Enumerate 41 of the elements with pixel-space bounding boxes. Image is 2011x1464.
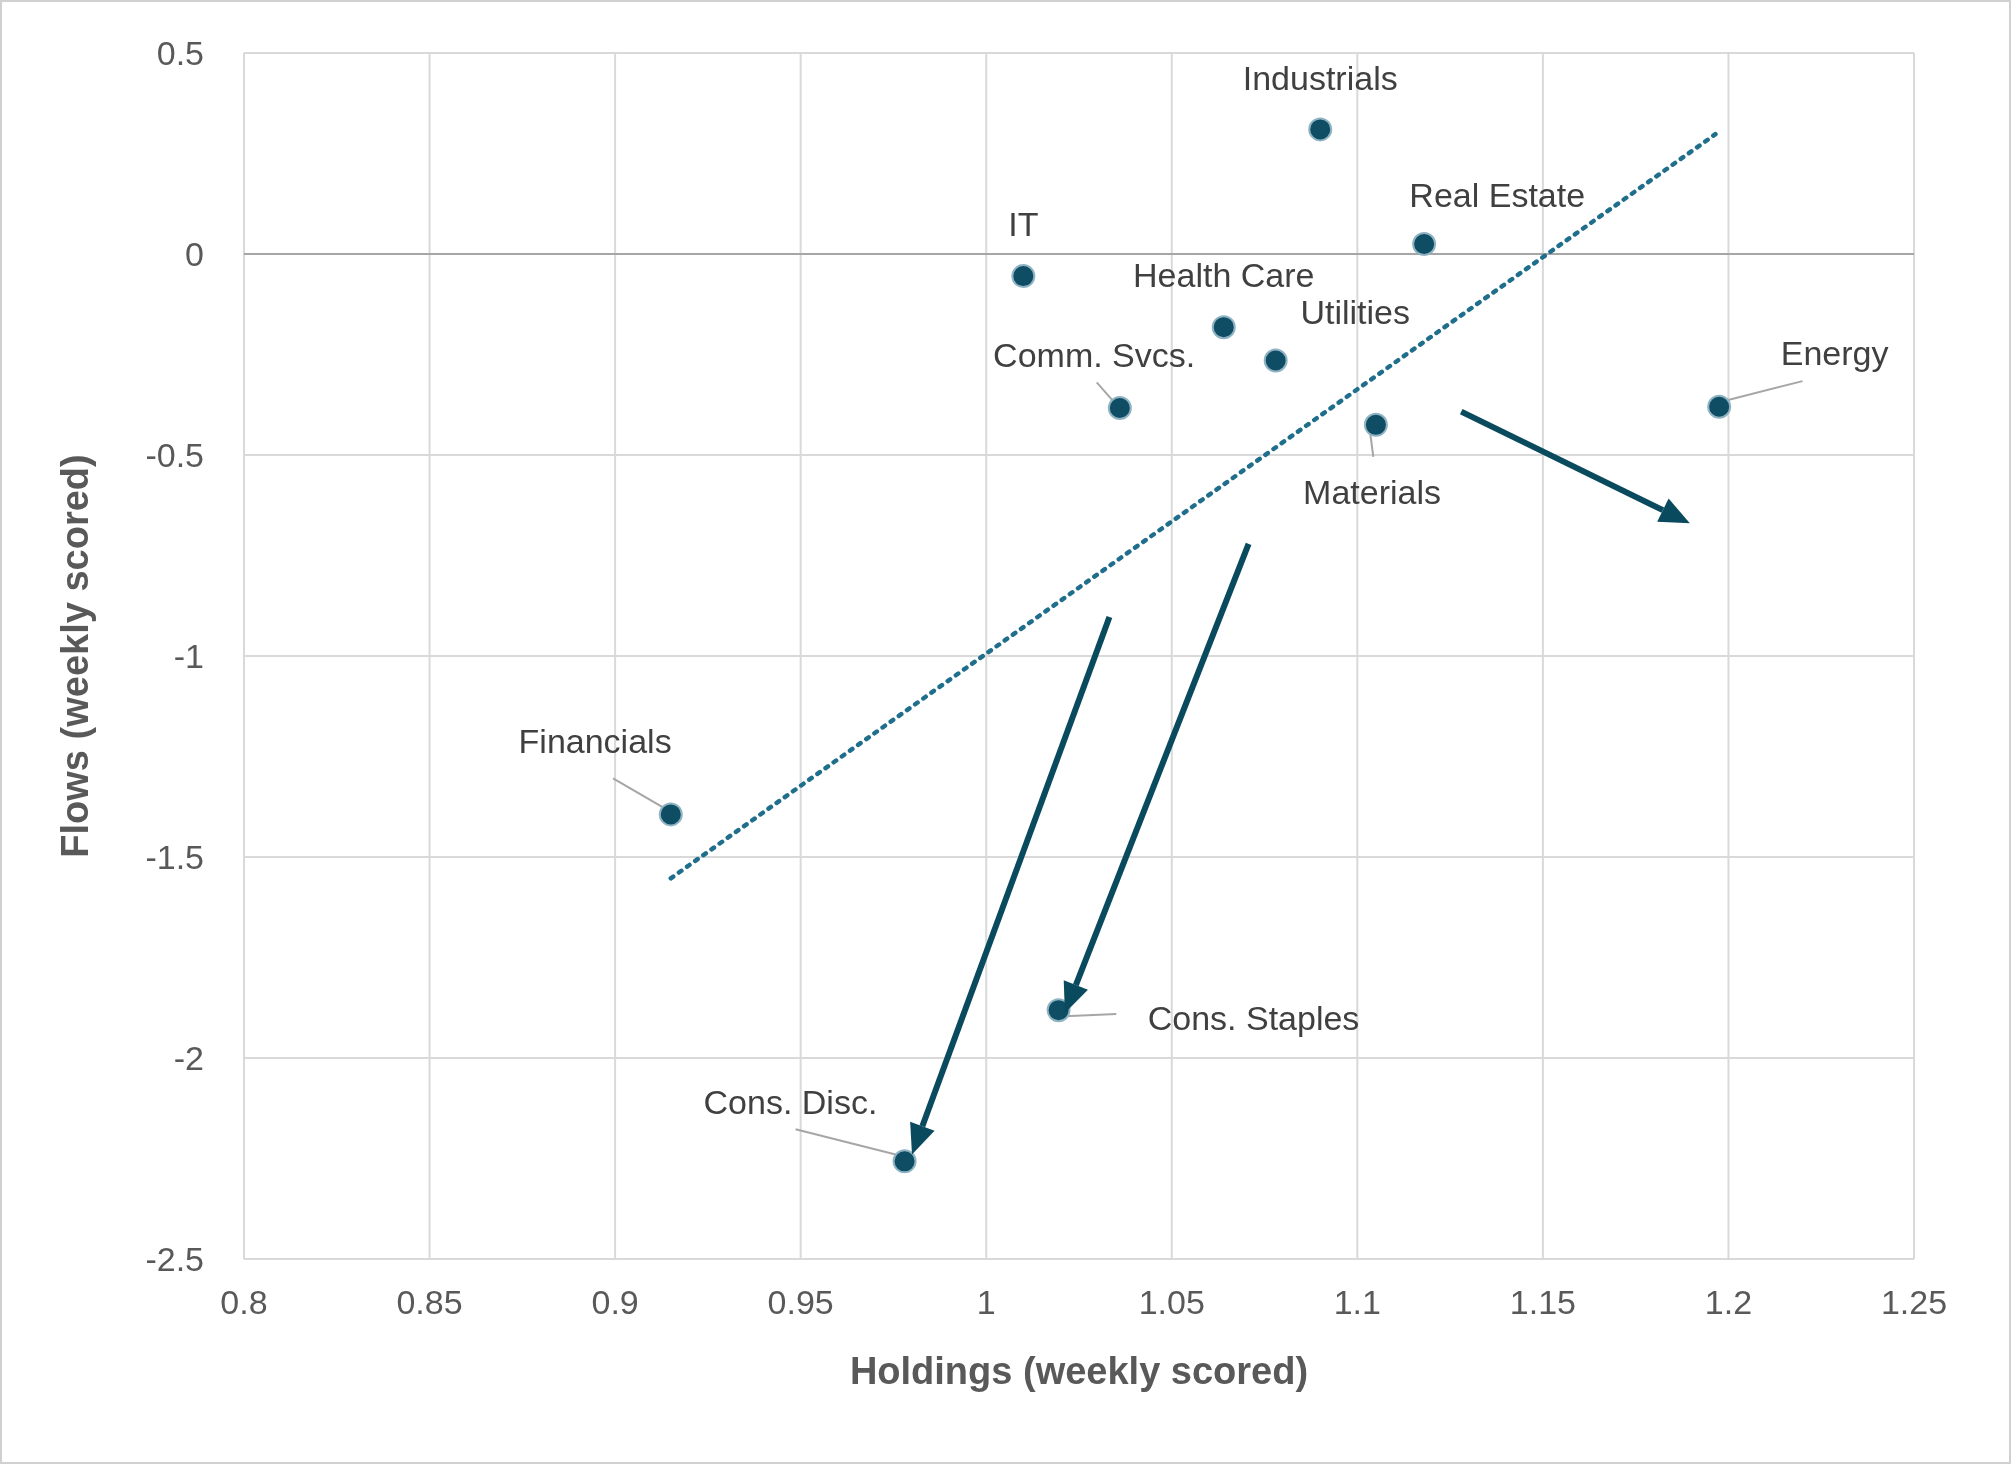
annotation: Cons. Disc. <box>703 1083 878 1122</box>
annotation: Comm. Svcs. <box>993 336 1196 375</box>
annotation: IT <box>1008 204 1039 243</box>
annotation: Utilities <box>1300 292 1410 331</box>
point <box>1412 231 1437 256</box>
y-tick-label: -2.5 <box>145 1240 204 1278</box>
x-tick-label: 1 <box>976 1283 996 1321</box>
y-tick-label: 0 <box>185 235 204 273</box>
annotation: Health Care <box>1133 255 1315 294</box>
point <box>1308 117 1333 142</box>
y-tick-label: -1.5 <box>145 838 204 876</box>
annotation: Cons. Staples <box>1147 998 1360 1037</box>
annotation: Financials <box>518 722 672 761</box>
point <box>1046 998 1071 1023</box>
annotation: Energy <box>1780 333 1889 372</box>
point <box>1707 394 1732 419</box>
point <box>1107 395 1132 420</box>
annotation: Industrials <box>1242 59 1398 98</box>
y-tick-label: 0.5 <box>156 34 204 72</box>
x-tick-label: 1.1 <box>1333 1283 1381 1321</box>
x-tick-label: 1.15 <box>1509 1283 1576 1321</box>
x-tick-label: 1.2 <box>1704 1283 1753 1321</box>
point <box>1363 412 1388 437</box>
y-tick-label: -0.5 <box>145 436 204 474</box>
x-tick-label: 1.25 <box>1880 1283 1948 1321</box>
x-tick-label: 1.05 <box>1138 1283 1205 1321</box>
x-axis-title: Holdings (weekly scored) <box>849 1350 1309 1392</box>
point <box>658 802 683 827</box>
y-tick-label: -2 <box>173 1039 204 1077</box>
point <box>1011 264 1036 289</box>
point <box>1211 315 1236 340</box>
y-axis-title: Flows (weekly scored) <box>54 454 96 858</box>
point <box>1263 348 1288 373</box>
annotation: Real Estate <box>1409 176 1586 215</box>
x-tick-label: 0.8 <box>220 1283 268 1321</box>
annotation: Materials <box>1303 472 1442 511</box>
x-tick-label: 0.85 <box>396 1283 463 1321</box>
y-tick-label: -1 <box>173 637 204 675</box>
point <box>892 1149 917 1174</box>
x-tick-label: 0.9 <box>591 1283 639 1321</box>
x-tick-label: 0.95 <box>767 1283 834 1321</box>
